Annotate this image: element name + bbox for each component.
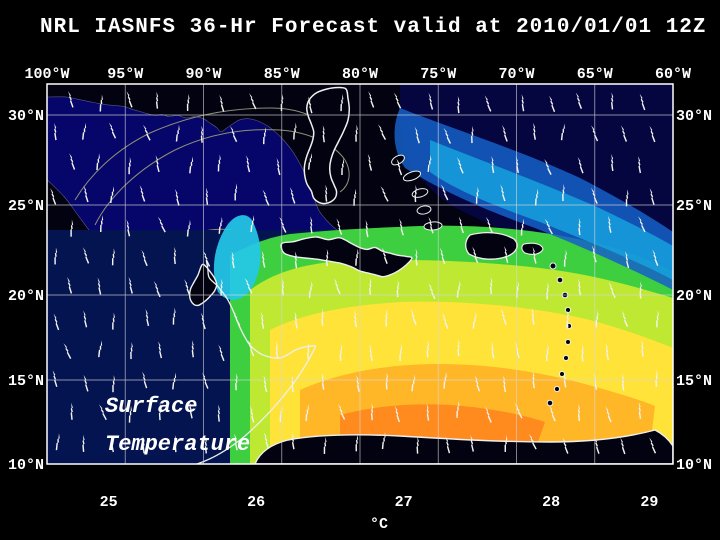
svg-text:20°N: 20°N [8,288,44,305]
svg-text:25°N: 25°N [676,198,712,215]
svg-text:NRL IASNFS 36-Hr Forecast val: NRL IASNFS 36-Hr Forecast valid at 2010/… [40,16,707,39]
svg-text:80°W: 80°W [342,66,378,83]
svg-text:70°W: 70°W [498,66,534,83]
svg-text:20°N: 20°N [676,288,712,305]
svg-text:75°W: 75°W [420,66,456,83]
svg-text:15°N: 15°N [8,373,44,390]
svg-text:25: 25 [100,494,118,511]
svg-text:85°W: 85°W [264,66,300,83]
svg-text:28: 28 [542,494,560,511]
svg-text:27: 27 [395,494,413,511]
svg-text:60°W: 60°W [655,66,691,83]
svg-text:25°N: 25°N [8,198,44,215]
svg-text:90°W: 90°W [185,66,221,83]
svg-text:Temperature: Temperature [105,432,250,457]
svg-text:65°W: 65°W [577,66,613,83]
svg-text:100°W: 100°W [24,66,69,83]
svg-text:°C: °C [370,516,388,533]
svg-text:10°N: 10°N [676,457,712,474]
svg-text:15°N: 15°N [676,373,712,390]
svg-text:30°N: 30°N [676,108,712,125]
svg-text:Surface: Surface [105,394,197,419]
svg-text:29: 29 [640,494,658,511]
svg-text:95°W: 95°W [107,66,143,83]
svg-text:26: 26 [247,494,265,511]
svg-text:30°N: 30°N [8,108,44,125]
svg-text:10°N: 10°N [8,457,44,474]
